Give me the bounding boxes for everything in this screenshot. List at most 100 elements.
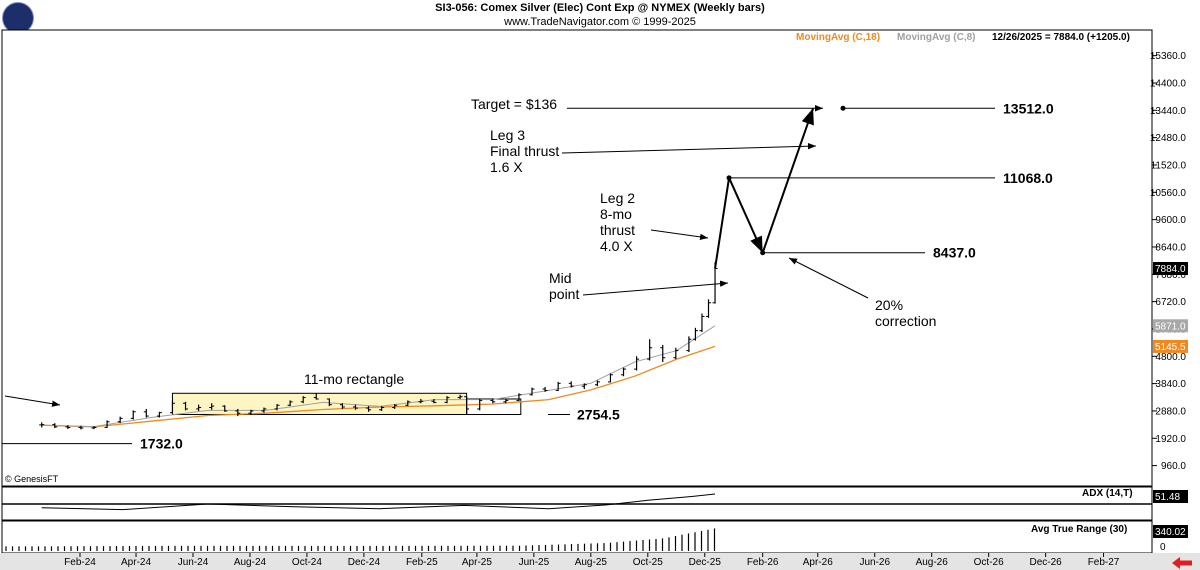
price-bar bbox=[248, 409, 254, 415]
ma18-value-flag-bg bbox=[1153, 339, 1188, 353]
entry-arrow bbox=[4, 395, 61, 407]
price-bar bbox=[39, 422, 45, 428]
y-tick-label: 10560.0 bbox=[1150, 188, 1187, 199]
correction-annotation-line-1: correction bbox=[875, 313, 936, 329]
price-bar bbox=[477, 398, 483, 411]
atr-value-flag: 340.02 bbox=[1155, 527, 1186, 538]
price-bar bbox=[686, 336, 692, 353]
price-bar bbox=[490, 398, 496, 404]
price-bar bbox=[594, 380, 600, 387]
adx-label: ADX (14,T) bbox=[1082, 488, 1133, 499]
price-bar bbox=[209, 403, 215, 410]
leg3-annotation-line-2: 1.6 X bbox=[490, 159, 523, 175]
consolidation-rectangle bbox=[171, 392, 468, 416]
last-price-flag-bg bbox=[1153, 261, 1188, 275]
level-13512-label: 13512.0 bbox=[1003, 100, 1054, 116]
scroll-left-arrow-icon bbox=[1172, 557, 1192, 569]
price-bar bbox=[235, 408, 241, 417]
price-bar bbox=[287, 400, 293, 407]
level-8437-label: 8437.0 bbox=[933, 245, 976, 261]
price-bar bbox=[692, 327, 698, 341]
price-bar bbox=[529, 387, 535, 396]
price-bar bbox=[568, 381, 574, 388]
leg2-annotation-line-2: thrust bbox=[600, 222, 635, 238]
price-bar bbox=[634, 356, 640, 371]
y-tick-label: 9600.0 bbox=[1155, 215, 1186, 226]
y-tick-label: 2880.0 bbox=[1155, 406, 1186, 417]
price-bar bbox=[261, 407, 267, 413]
x-tick-label: Apr-26 bbox=[803, 557, 833, 568]
price-bar bbox=[352, 404, 358, 410]
time-axis-strip bbox=[0, 553, 1200, 570]
price-bar bbox=[457, 394, 463, 399]
midpoint-annotation-line-0: Mid bbox=[549, 270, 572, 286]
y-tick-label: 6720.0 bbox=[1155, 297, 1186, 308]
price-bar bbox=[647, 339, 653, 361]
price-bar bbox=[274, 404, 280, 411]
price-bar bbox=[65, 425, 71, 429]
projection-leg bbox=[728, 177, 764, 254]
ma8-value-flag-bg bbox=[1153, 319, 1188, 333]
price-bar bbox=[222, 405, 228, 412]
x-tick-label: Oct-26 bbox=[974, 557, 1004, 568]
ma18-legend: MovingAvg (C,18) bbox=[796, 32, 880, 43]
ma18-value-flag: 5145.5 bbox=[1155, 342, 1186, 353]
price-bar bbox=[418, 398, 424, 404]
price-bar bbox=[379, 406, 385, 411]
leg2-annotation-line-3: 4.0 X bbox=[600, 238, 633, 254]
midpoint-annotation-line-1: point bbox=[549, 286, 579, 302]
atr-panel bbox=[1, 520, 1153, 554]
price-bar bbox=[130, 410, 136, 420]
x-tick-label: Oct-24 bbox=[292, 557, 322, 568]
price-bar bbox=[104, 420, 110, 429]
rectangle-annotation: 11-mo rectangle bbox=[304, 371, 404, 387]
x-tick-label: Jun-24 bbox=[178, 557, 209, 568]
midpoint-arrow bbox=[582, 280, 729, 296]
y-tick-label: 8640.0 bbox=[1155, 242, 1186, 253]
projection-leg bbox=[761, 107, 815, 254]
correction-arrow bbox=[788, 257, 869, 299]
last-price-flag: 7884.0 bbox=[1155, 264, 1186, 275]
x-tick-label: Dec-25 bbox=[689, 557, 722, 568]
x-tick-label: Dec-24 bbox=[348, 557, 381, 568]
price-bar bbox=[392, 404, 398, 409]
leg2-annotation-line-1: 8-mo bbox=[600, 206, 632, 222]
x-tick-label: Oct-25 bbox=[633, 557, 663, 568]
correction-annotation-line-0: 20% bbox=[875, 297, 903, 313]
target-dot bbox=[840, 105, 846, 111]
price-bar bbox=[156, 411, 162, 418]
price-bar bbox=[621, 367, 627, 377]
y-tick-label: 4800.0 bbox=[1155, 352, 1186, 363]
price-bar bbox=[503, 398, 509, 404]
chart-subtitle: www.TradeNavigator.com © 1999-2025 bbox=[504, 16, 696, 28]
atr-value-flag-bg bbox=[1153, 525, 1188, 538]
leg3-annotation-line-0: Leg 3 bbox=[490, 127, 525, 143]
y-tick-label: 14400.0 bbox=[1150, 78, 1187, 89]
price-bar bbox=[405, 400, 411, 407]
x-tick-label: Apr-25 bbox=[462, 557, 492, 568]
level-11068-label: 11068.0 bbox=[1003, 170, 1053, 186]
x-tick-label: Apr-24 bbox=[121, 557, 151, 568]
y-tick-label: 960.0 bbox=[1161, 461, 1186, 472]
projection-leg bbox=[714, 177, 731, 269]
level-1732-label: 1732.0 bbox=[140, 436, 183, 452]
x-tick-label: Feb-26 bbox=[747, 557, 779, 568]
price-bar bbox=[431, 398, 437, 404]
price-bar bbox=[183, 401, 189, 411]
y-tick-label: 7680.0 bbox=[1155, 270, 1186, 281]
level-2754-label: 2754.5 bbox=[577, 407, 620, 423]
atr-label: Avg True Range (30) bbox=[1031, 524, 1127, 535]
x-tick-label: Aug-24 bbox=[234, 557, 267, 568]
price-bar bbox=[464, 396, 470, 415]
x-tick-label: Feb-27 bbox=[1088, 557, 1120, 568]
price-bar bbox=[366, 406, 372, 412]
adx-value-flag-bg bbox=[1153, 490, 1188, 503]
price-bar bbox=[143, 408, 149, 418]
leg3-arrow bbox=[561, 143, 817, 154]
price-bar bbox=[542, 387, 548, 392]
price-bar bbox=[555, 381, 561, 392]
price-bar bbox=[339, 403, 345, 409]
price-bar bbox=[660, 344, 666, 362]
y-tick-label: 3840.0 bbox=[1155, 379, 1186, 390]
